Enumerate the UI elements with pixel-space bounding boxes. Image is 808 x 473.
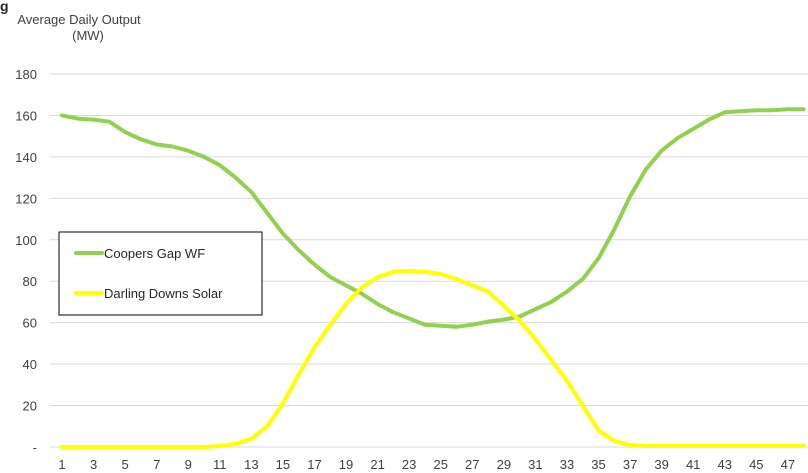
y-tick-label: - [33,440,37,455]
y-tick-label: 20 [23,399,37,414]
x-tick-label: 19 [339,457,353,472]
y-tick-label: 100 [15,233,37,248]
x-tick-label: 33 [560,457,574,472]
corner-mark: g [0,0,9,14]
series-line-1 [60,107,806,329]
y-axis-label: Average Daily Output (MW) [17,12,141,43]
x-tick-label: 7 [153,457,160,472]
x-tick-label: 41 [686,457,700,472]
legend-label-2: Darling Downs Solar [104,286,223,301]
y-tick-label: 40 [23,357,37,372]
x-tick-label: 11 [213,457,227,472]
x-tick-label: 47 [781,457,795,472]
x-tick-label: 29 [497,457,511,472]
x-tick-label: 5 [122,457,129,472]
y-tick-label: 140 [15,150,37,165]
y-tick-label: 60 [23,316,37,331]
x-tick-label: 37 [623,457,637,472]
x-tick-label: 15 [276,457,290,472]
x-tick-label: 9 [185,457,192,472]
x-tick-label: 3 [90,457,97,472]
series-lines [60,107,806,449]
x-tick-label: 27 [465,457,479,472]
legend-label-1: Coopers Gap WF [104,246,205,261]
y-tick-label: 80 [23,274,37,289]
x-tick-label: 31 [528,457,542,472]
x-tick-label: 21 [370,457,384,472]
y-tick-label: 180 [15,67,37,82]
x-tick-label: 13 [244,457,258,472]
legend-box [58,231,263,316]
series-line-2 [60,268,806,449]
y-tick-label: 120 [15,191,37,206]
x-tick-label: 23 [402,457,416,472]
x-axis-ticks: 1 3 5 7 9 11 13 15 17 19 21 23 25 27 29 31 33 35 37 39 41 43 4… [58,457,795,472]
legend: Coopers Gap WF Darling Downs Solar [58,231,263,316]
x-tick-label: 45 [749,457,763,472]
y-axis-title: Average Daily Output (MW) [17,12,141,43]
x-tick-label: 1 [58,457,65,472]
x-tick-label: 17 [307,457,321,472]
x-tick-label: 35 [591,457,605,472]
x-tick-label: 25 [433,457,447,472]
x-tick-label: 39 [654,457,668,472]
x-tick-label: 43 [718,457,732,472]
y-tick-label: 160 [15,108,37,123]
y-axis-ticks: - 20 40 60 80 100 120 140 160 180 [15,67,37,455]
